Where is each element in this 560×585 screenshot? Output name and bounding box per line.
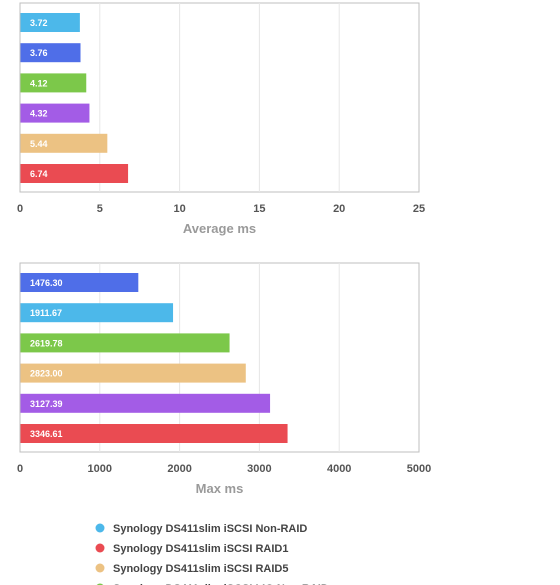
bar-value-label: 1476.30 bbox=[30, 278, 63, 288]
x-tick-label: 1000 bbox=[88, 463, 112, 475]
legend-label: Synology DS411slim iSCSI RAID1 bbox=[113, 543, 288, 555]
legend-label: Synology DS411slim iSCSI LIO Non-RAID bbox=[113, 583, 329, 585]
x-tick-label: 5 bbox=[97, 203, 103, 215]
legend-marker bbox=[95, 523, 105, 533]
bar bbox=[20, 393, 271, 413]
bar bbox=[20, 424, 288, 443]
legend-label: Synology DS411slim iSCSI RAID5 bbox=[113, 563, 288, 575]
bar bbox=[20, 103, 90, 123]
bar bbox=[20, 333, 230, 353]
bar bbox=[20, 73, 87, 93]
x-tick-label: 20 bbox=[333, 203, 345, 215]
x-tick-label: 3000 bbox=[247, 463, 271, 475]
legend-marker bbox=[95, 543, 105, 553]
x-tick-label: 2000 bbox=[167, 463, 191, 475]
x-axis-title: Average ms bbox=[183, 221, 256, 236]
plot-area-0 bbox=[19, 2, 420, 193]
bar bbox=[20, 133, 108, 153]
plot-area-1 bbox=[19, 262, 420, 453]
bar-value-label: 3346.61 bbox=[30, 429, 63, 439]
legend-marker bbox=[95, 563, 105, 573]
legend-label: Synology DS411slim iSCSI Non-RAID bbox=[113, 523, 307, 535]
x-tick-label: 15 bbox=[253, 203, 265, 215]
bar-value-label: 2619.78 bbox=[30, 338, 63, 348]
bar-value-label: 3127.39 bbox=[30, 399, 63, 409]
bar-value-label: 6.74 bbox=[30, 169, 48, 179]
x-tick-label: 4000 bbox=[327, 463, 351, 475]
bar bbox=[20, 303, 174, 323]
bar-value-label: 3.76 bbox=[30, 48, 48, 58]
bar-value-label: 1911.67 bbox=[30, 308, 62, 318]
bar-value-label: 2823.00 bbox=[30, 369, 63, 379]
bar bbox=[20, 164, 129, 183]
bar-value-label: 4.12 bbox=[30, 78, 48, 88]
bar-value-label: 4.32 bbox=[30, 109, 48, 119]
bar bbox=[20, 13, 80, 32]
x-axis-title: Max ms bbox=[196, 481, 244, 496]
bar bbox=[20, 363, 246, 383]
x-tick-label: 10 bbox=[173, 203, 185, 215]
bar-value-label: 5.44 bbox=[30, 139, 48, 149]
bar bbox=[20, 43, 81, 63]
x-tick-label: 0 bbox=[17, 463, 23, 475]
x-tick-label: 25 bbox=[413, 203, 425, 215]
x-tick-label: 5000 bbox=[407, 463, 431, 475]
x-tick-label: 0 bbox=[17, 203, 23, 215]
bar-value-label: 3.72 bbox=[30, 18, 48, 28]
bar bbox=[20, 273, 139, 292]
